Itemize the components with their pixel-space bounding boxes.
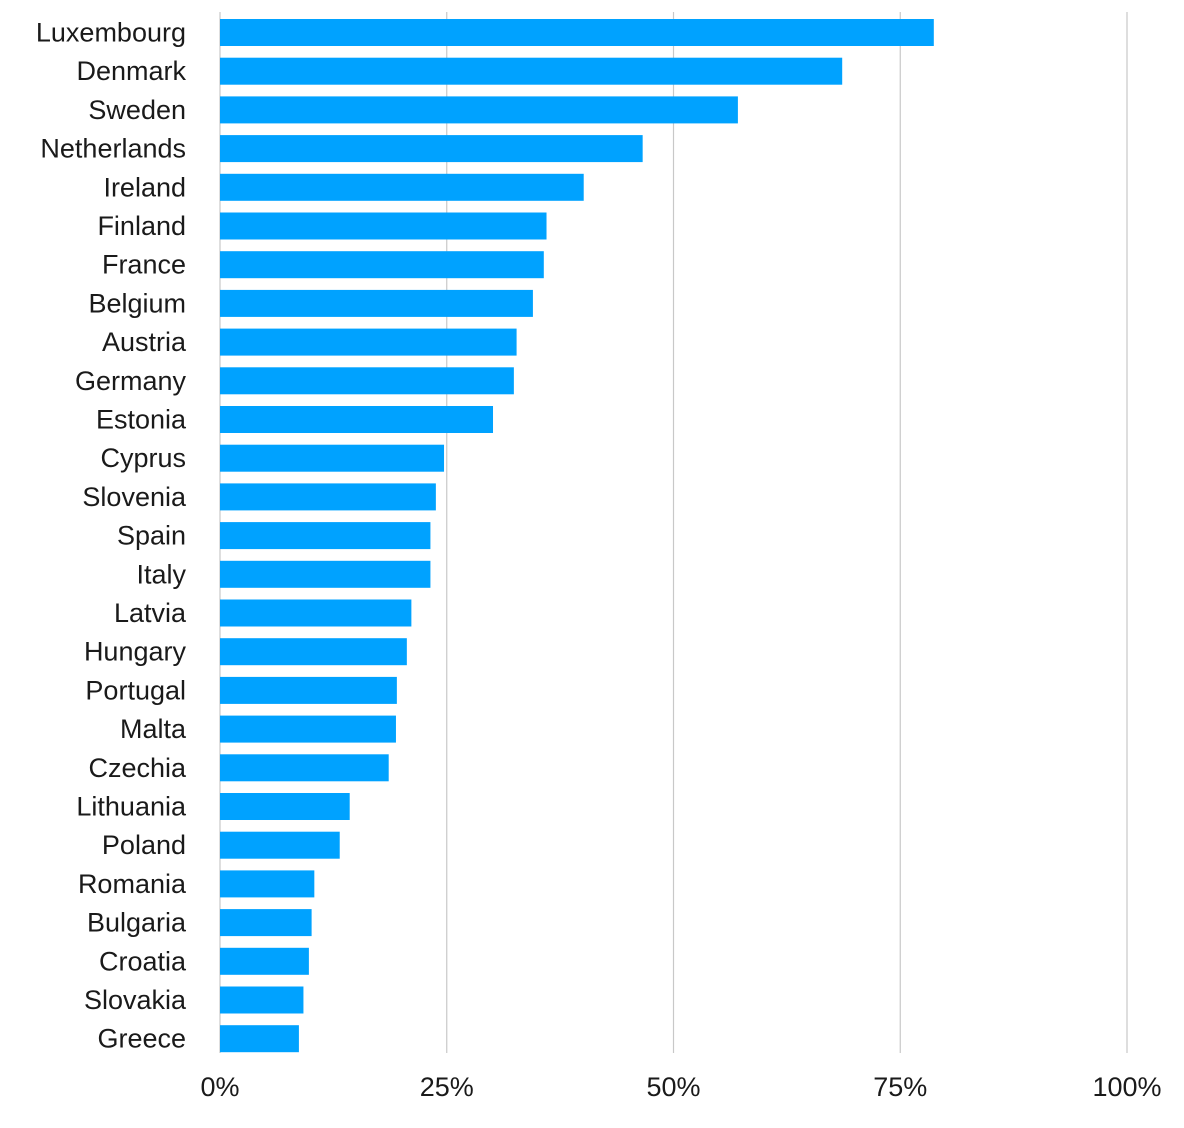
bar-austria — [220, 328, 517, 356]
category-label-germany: Germany — [75, 366, 187, 396]
bar-poland — [220, 831, 340, 859]
category-label-hungary: Hungary — [84, 637, 187, 667]
bar-croatia — [220, 947, 309, 975]
bar-bulgaria — [220, 909, 312, 937]
bar-cyprus — [220, 444, 445, 472]
x-tick-label: 0% — [200, 1072, 239, 1102]
bar-romania — [220, 870, 315, 898]
category-label-romania: Romania — [78, 869, 187, 899]
bar-czechia — [220, 754, 389, 782]
bar-italy — [220, 560, 431, 588]
bar-slovenia — [220, 483, 436, 511]
bar-lithuania — [220, 793, 350, 820]
category-label-latvia: Latvia — [114, 598, 187, 628]
bar-netherlands — [220, 135, 643, 163]
category-label-slovenia: Slovenia — [82, 482, 187, 512]
category-label-czechia: Czechia — [88, 753, 187, 783]
bar-slovakia — [220, 986, 304, 1014]
x-tick-label: 75% — [873, 1072, 927, 1102]
category-label-italy: Italy — [136, 559, 186, 589]
bar-spain — [220, 522, 431, 550]
bar-sweden — [220, 96, 738, 124]
bar-denmark — [220, 57, 843, 85]
bar-greece — [220, 1025, 299, 1053]
category-label-croatia: Croatia — [99, 946, 187, 976]
category-label-malta: Malta — [120, 714, 187, 744]
bar-portugal — [220, 676, 397, 704]
bar-belgium — [220, 289, 533, 317]
bar-germany — [220, 367, 514, 395]
category-label-luxembourg: Luxembourg — [36, 18, 186, 48]
category-labels: Luxembourg Denmark Sweden Netherlands Irelan… — [36, 18, 187, 1054]
category-label-spain: Spain — [117, 521, 186, 551]
bar-latvia — [220, 599, 412, 627]
x-tick-label: 25% — [420, 1072, 474, 1102]
x-axis-ticks: 0% 25% 50% 75% 100% — [200, 1072, 1161, 1102]
category-label-finland: Finland — [97, 211, 186, 241]
bar-hungary — [220, 638, 407, 666]
category-label-france: France — [102, 250, 186, 280]
category-label-estonia: Estonia — [96, 405, 187, 435]
category-label-belgium: Belgium — [88, 288, 186, 318]
category-label-poland: Poland — [102, 830, 186, 860]
category-label-greece: Greece — [97, 1024, 186, 1054]
x-tick-label: 100% — [1092, 1072, 1161, 1102]
category-label-sweden: Sweden — [88, 95, 186, 125]
category-label-bulgaria: Bulgaria — [87, 908, 187, 938]
category-label-ireland: Ireland — [103, 172, 186, 202]
category-label-slovakia: Slovakia — [84, 985, 187, 1015]
bar-luxembourg — [220, 19, 934, 46]
category-label-lithuania: Lithuania — [76, 792, 187, 822]
bar-estonia — [220, 406, 494, 433]
x-tick-label: 50% — [646, 1072, 700, 1102]
bar-ireland — [220, 173, 584, 201]
category-label-portugal: Portugal — [85, 675, 186, 705]
category-label-austria: Austria — [102, 327, 187, 357]
bar-france — [220, 251, 544, 279]
category-label-netherlands: Netherlands — [40, 134, 186, 164]
category-label-cyprus: Cyprus — [100, 443, 186, 473]
category-label-denmark: Denmark — [76, 56, 186, 86]
bars — [220, 19, 934, 1053]
bar-finland — [220, 212, 547, 240]
bar-malta — [220, 715, 396, 743]
